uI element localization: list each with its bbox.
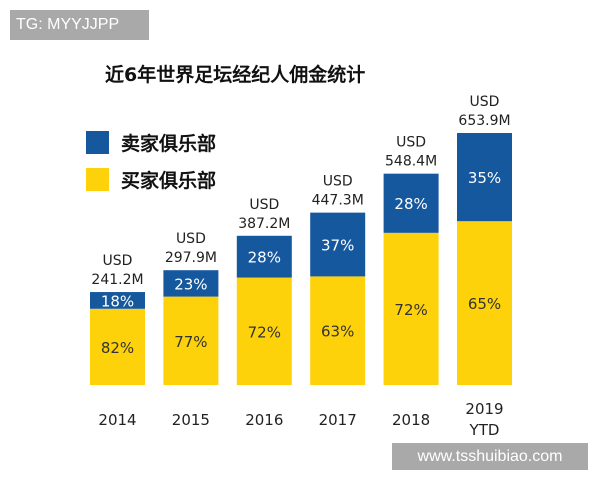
- total-label-unit: USD: [103, 253, 133, 269]
- total-label-value: 548.4M: [385, 154, 437, 170]
- total-label-value: 297.9M: [165, 250, 217, 266]
- bar-label-buyer: 82%: [101, 339, 134, 357]
- bar-label-seller: 28%: [394, 195, 427, 213]
- bar-seller: [90, 292, 145, 309]
- chart-title: 近6年世界足坛经纪人佣金统计: [105, 64, 366, 86]
- total-label-unit: USD: [323, 174, 353, 190]
- bar-seller: [163, 270, 219, 297]
- total-label-value: 447.3M: [312, 193, 364, 209]
- x-tick-label-sub: YTD: [469, 421, 500, 439]
- watermark-bottom: www.tsshuibiao.com: [392, 443, 588, 470]
- bar-buyer: [90, 308, 145, 385]
- x-tick-label: 2018: [392, 411, 430, 429]
- legend-swatch-seller: [86, 130, 109, 154]
- bar-seller: [236, 235, 292, 278]
- x-tick-label: 2016: [245, 411, 283, 429]
- total-label-value: 653.9M: [458, 113, 510, 129]
- bar-label-buyer: 72%: [248, 323, 281, 341]
- bar-label-seller: 23%: [174, 275, 207, 293]
- bar-label-seller: 28%: [248, 249, 281, 267]
- legend-label-seller: 卖家俱乐部: [121, 132, 217, 155]
- legend-swatch-buyer: [86, 167, 109, 191]
- total-label-value: 241.2M: [91, 272, 143, 288]
- bar-seller: [457, 133, 512, 222]
- bar-buyer: [383, 232, 439, 385]
- x-tick-label: 2019: [465, 400, 503, 418]
- bar-label-buyer: 65%: [468, 295, 501, 313]
- total-label-unit: USD: [396, 135, 426, 151]
- bar-label-seller: 18%: [101, 292, 134, 310]
- bar-buyer: [163, 296, 219, 385]
- legend-item-seller: 卖家俱乐部: [86, 130, 217, 155]
- total-label-unit: USD: [176, 231, 206, 247]
- bar-label-buyer: 63%: [321, 323, 354, 341]
- x-tick-label: 2014: [98, 411, 136, 429]
- watermark-top: TG: MYYJJPP: [10, 10, 149, 40]
- bar-label-buyer: 77%: [174, 333, 207, 351]
- bar-label-seller: 37%: [321, 237, 354, 255]
- total-label-unit: USD: [249, 197, 279, 213]
- bar-buyer: [236, 277, 292, 385]
- bar-seller: [383, 173, 439, 233]
- total-label-unit: USD: [470, 94, 500, 110]
- legend-item-buyer: 买家俱乐部: [86, 167, 217, 192]
- x-tick-label: 2017: [319, 411, 357, 429]
- bar-buyer: [310, 276, 366, 385]
- bar-buyer: [457, 221, 512, 385]
- bar-seller: [310, 212, 366, 277]
- legend-label-buyer: 买家俱乐部: [121, 169, 217, 192]
- total-label-value: 387.2M: [238, 216, 290, 232]
- bar-label-buyer: 72%: [394, 301, 427, 319]
- x-tick-label: 2015: [172, 411, 210, 429]
- bar-label-seller: 35%: [468, 169, 501, 187]
